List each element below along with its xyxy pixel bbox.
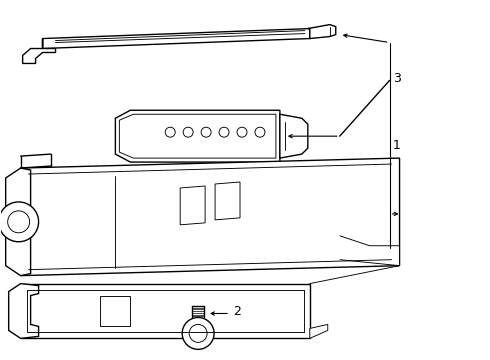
Polygon shape [6, 168, 30, 276]
Polygon shape [9, 284, 39, 338]
Polygon shape [310, 324, 328, 338]
Polygon shape [120, 114, 276, 158]
Circle shape [189, 324, 207, 342]
Circle shape [255, 127, 265, 137]
Circle shape [183, 127, 193, 137]
Polygon shape [21, 158, 399, 276]
Circle shape [219, 127, 229, 137]
Polygon shape [340, 236, 399, 266]
Polygon shape [308, 24, 336, 39]
Polygon shape [21, 284, 310, 338]
Text: 2: 2 [233, 305, 241, 318]
Polygon shape [115, 110, 280, 162]
Polygon shape [180, 186, 205, 225]
Polygon shape [23, 39, 55, 63]
Polygon shape [280, 114, 308, 158]
Circle shape [8, 211, 29, 233]
Circle shape [237, 127, 247, 137]
Circle shape [201, 127, 211, 137]
Circle shape [165, 127, 175, 137]
Circle shape [0, 202, 39, 242]
Polygon shape [215, 182, 240, 220]
Polygon shape [100, 296, 130, 327]
Text: 1: 1 [392, 139, 400, 152]
Circle shape [182, 318, 214, 349]
Polygon shape [43, 28, 310, 49]
Text: 3: 3 [392, 72, 400, 85]
